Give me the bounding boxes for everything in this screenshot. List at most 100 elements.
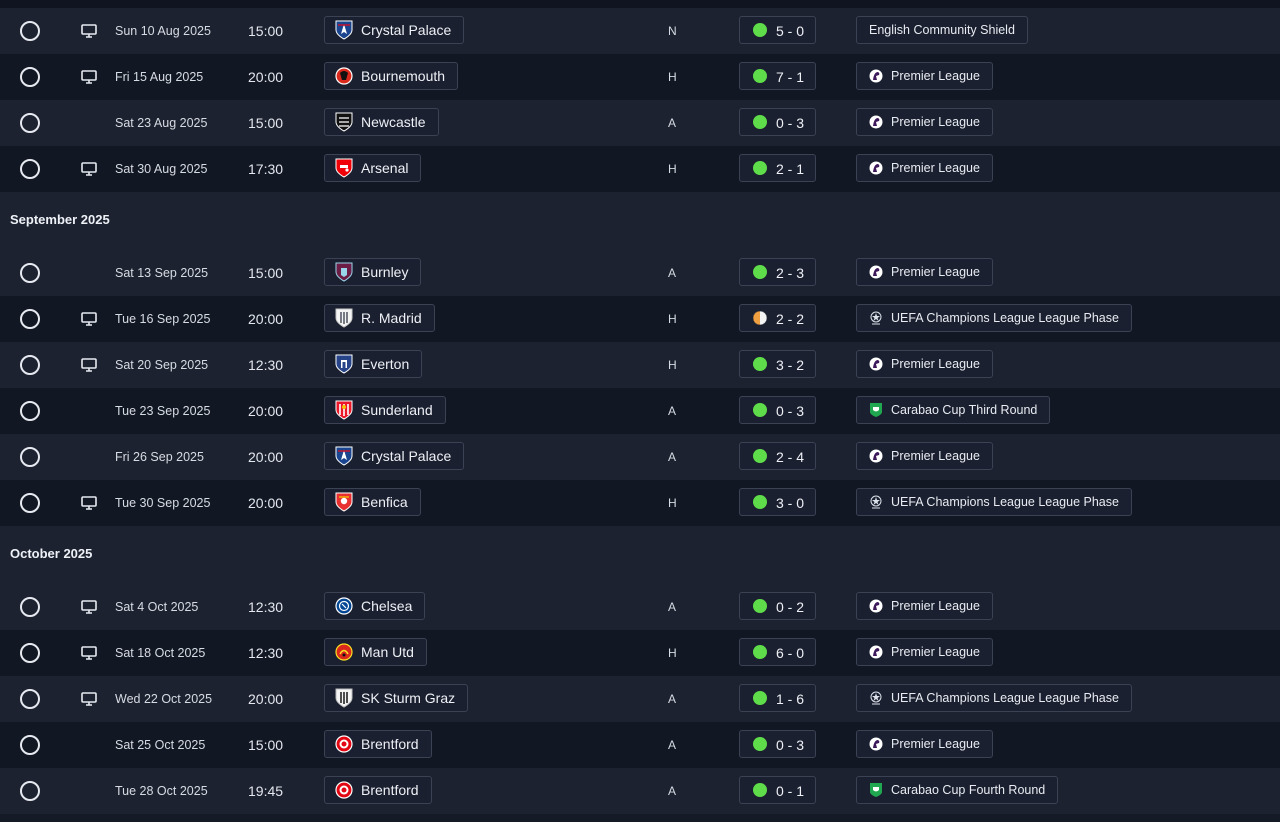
opponent-button[interactable]: Chelsea <box>324 592 426 620</box>
select-circle[interactable] <box>20 493 40 513</box>
score-button[interactable]: 2 - 1 <box>739 154 816 182</box>
opponent-button[interactable]: Brentford <box>324 730 432 758</box>
competition-button[interactable]: Premier League <box>856 108 993 136</box>
competition-button[interactable]: Premier League <box>856 730 993 758</box>
fixture-time: 17:30 <box>248 161 284 177</box>
brentford-crest <box>335 780 353 800</box>
fixture-row[interactable]: Wed 22 Oct 2025 20:00 SK Sturm Graz A 1 - 6 U… <box>0 676 1280 722</box>
competition-button[interactable]: Carabao Cup Fourth Round <box>856 776 1059 804</box>
opponent-name: Everton <box>361 356 410 372</box>
venue: A <box>668 404 677 418</box>
fixture-date: Sat 13 Sep 2025 <box>115 266 209 280</box>
competition-button[interactable]: UEFA Champions League League Phase <box>856 684 1132 712</box>
score-button[interactable]: 5 - 0 <box>739 16 816 44</box>
select-circle[interactable] <box>20 309 40 329</box>
fixture-row[interactable]: Tue 23 Sep 2025 20:00 Sunderland A 0 - 3 Cara… <box>0 388 1280 434</box>
select-circle[interactable] <box>20 735 40 755</box>
venue: H <box>668 162 677 176</box>
venue: H <box>668 496 677 510</box>
select-circle[interactable] <box>20 447 40 467</box>
top-divider <box>0 0 1280 8</box>
score-button[interactable]: 0 - 2 <box>739 592 816 620</box>
competition-button[interactable]: Premier League <box>856 350 993 378</box>
fixture-row[interactable]: Sun 10 Aug 2025 15:00 Crystal Palace N 5 - 0… <box>0 8 1280 54</box>
opponent-button[interactable]: Benfica <box>324 488 421 516</box>
premier-league-logo <box>869 356 883 372</box>
fixture-row[interactable]: Sat 25 Oct 2025 15:00 Brentford A 0 - 3 Premi… <box>0 722 1280 768</box>
select-circle[interactable] <box>20 113 40 133</box>
month-header-label: October 2025 <box>10 546 93 561</box>
score-button[interactable]: 6 - 0 <box>739 638 816 666</box>
premier-league-logo <box>869 644 883 660</box>
select-circle[interactable] <box>20 781 40 801</box>
score-button[interactable]: 2 - 2 <box>739 304 816 332</box>
select-circle[interactable] <box>20 597 40 617</box>
score-button[interactable]: 0 - 3 <box>739 396 816 424</box>
score-button[interactable]: 2 - 3 <box>739 258 816 286</box>
fixture-row[interactable]: Tue 16 Sep 2025 20:00 R. Madrid H 2 - 2 UEFA … <box>0 296 1280 342</box>
score-button[interactable]: 0 - 3 <box>739 108 816 136</box>
select-circle[interactable] <box>20 263 40 283</box>
competition-button[interactable]: UEFA Champions League League Phase <box>856 488 1132 516</box>
opponent-button[interactable]: Burnley <box>324 258 422 286</box>
score-button[interactable]: 1 - 6 <box>739 684 816 712</box>
fixture-row[interactable]: Tue 30 Sep 2025 20:00 Benfica H 3 - 0 UEFA Ch… <box>0 480 1280 526</box>
opponent-button[interactable]: Man Utd <box>324 638 427 666</box>
fixture-time: 20:00 <box>248 495 284 511</box>
score-button[interactable]: 2 - 4 <box>739 442 816 470</box>
competition-name: Premier League <box>891 737 980 751</box>
select-circle[interactable] <box>20 67 40 87</box>
fixture-date: Wed 22 Oct 2025 <box>115 692 213 706</box>
opponent-name: Brentford <box>361 736 419 752</box>
opponent-button[interactable]: Brentford <box>324 776 432 804</box>
fixture-row[interactable]: Sat 13 Sep 2025 15:00 Burnley A 2 - 3 Premier… <box>0 250 1280 296</box>
opponent-name: Arsenal <box>361 160 409 176</box>
select-circle[interactable] <box>20 159 40 179</box>
fixture-date: Sun 10 Aug 2025 <box>115 24 211 38</box>
score-button[interactable]: 3 - 2 <box>739 350 816 378</box>
month-header: October 2025 <box>0 526 1280 584</box>
competition-button[interactable]: UEFA Champions League League Phase <box>856 304 1132 332</box>
opponent-button[interactable]: Newcastle <box>324 108 439 136</box>
opponent-button[interactable]: Crystal Palace <box>324 16 465 44</box>
opponent-button[interactable]: Crystal Palace <box>324 442 465 470</box>
fixture-date: Tue 28 Oct 2025 <box>115 784 208 798</box>
select-circle[interactable] <box>20 401 40 421</box>
opponent-button[interactable]: R. Madrid <box>324 304 435 332</box>
fixture-row[interactable]: Tue 28 Oct 2025 19:45 Brentford A 0 - 1 Carab… <box>0 768 1280 814</box>
score-button[interactable]: 0 - 3 <box>739 730 816 758</box>
score: 5 - 0 <box>776 23 805 39</box>
score-button[interactable]: 0 - 1 <box>739 776 816 804</box>
competition-name: Premier League <box>891 357 980 371</box>
fixture-row[interactable]: Fri 15 Aug 2025 20:00 Bournemouth H 7 - 1 Pre… <box>0 54 1280 100</box>
opponent-button[interactable]: Bournemouth <box>324 62 459 90</box>
score: 2 - 3 <box>776 265 805 281</box>
fixture-row[interactable]: Sat 18 Oct 2025 12:30 Man Utd H 6 - 0 Premier… <box>0 630 1280 676</box>
competition-name: Carabao Cup Third Round <box>891 403 1038 417</box>
select-circle[interactable] <box>20 689 40 709</box>
select-circle[interactable] <box>20 21 40 41</box>
competition-button[interactable]: Premier League <box>856 154 993 182</box>
venue: A <box>668 116 677 130</box>
fixture-time: 15:00 <box>248 265 284 281</box>
competition-button[interactable]: Premier League <box>856 442 993 470</box>
fixture-row[interactable]: Sat 4 Oct 2025 12:30 Chelsea A 0 - 2 Premier … <box>0 584 1280 630</box>
opponent-button[interactable]: Sunderland <box>324 396 446 424</box>
score-button[interactable]: 7 - 1 <box>739 62 816 90</box>
competition-button[interactable]: Premier League <box>856 62 993 90</box>
competition-button[interactable]: Premier League <box>856 638 993 666</box>
opponent-button[interactable]: SK Sturm Graz <box>324 684 469 712</box>
fixture-row[interactable]: Fri 26 Sep 2025 20:00 Crystal Palace A 2 - 4… <box>0 434 1280 480</box>
select-circle[interactable] <box>20 643 40 663</box>
fixture-row[interactable]: Sat 30 Aug 2025 17:30 Arsenal H 2 - 1 Premier… <box>0 146 1280 192</box>
score-button[interactable]: 3 - 0 <box>739 488 816 516</box>
opponent-button[interactable]: Everton <box>324 350 423 378</box>
competition-button[interactable]: Premier League <box>856 592 993 620</box>
select-circle[interactable] <box>20 355 40 375</box>
opponent-button[interactable]: Arsenal <box>324 154 422 182</box>
competition-button[interactable]: English Community Shield <box>856 16 1028 44</box>
fixture-row[interactable]: Sat 20 Sep 2025 12:30 Everton H 3 - 2 Premier… <box>0 342 1280 388</box>
competition-button[interactable]: Carabao Cup Third Round <box>856 396 1051 424</box>
competition-button[interactable]: Premier League <box>856 258 993 286</box>
fixture-row[interactable]: Sat 23 Aug 2025 15:00 Newcastle A 0 - 3 Premi… <box>0 100 1280 146</box>
